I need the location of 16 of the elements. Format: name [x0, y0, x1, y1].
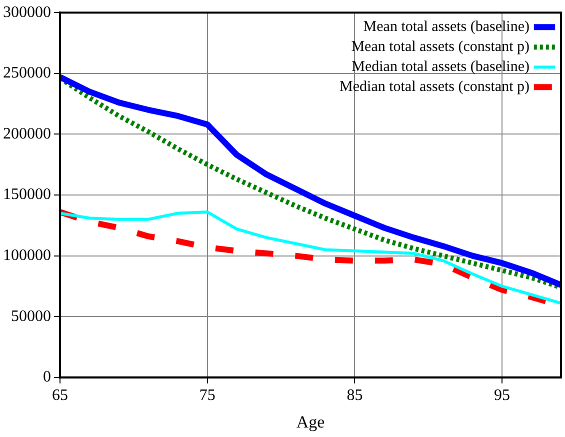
legend-label: Median total assets (baseline): [352, 59, 530, 76]
x-axis-title: Age: [296, 412, 325, 432]
legend-label: Median total assets (constant p): [340, 79, 530, 96]
y-tick-label: 300000: [3, 4, 51, 21]
y-tick-label: 200000: [3, 125, 51, 142]
y-tick-label: 250000: [3, 64, 51, 82]
y-tick-label: 150000: [3, 186, 51, 204]
legend-label: Mean total assets (constant p): [351, 39, 530, 56]
x-tick-label: 85: [346, 387, 363, 404]
x-tick-label: 65: [52, 387, 68, 404]
y-tick-label: 50000: [11, 308, 51, 325]
y-tick-label: 0: [43, 368, 51, 386]
y-tick-label: 100000: [3, 247, 51, 264]
x-tick-label: 95: [494, 387, 510, 404]
x-tick-label: 75: [199, 387, 216, 404]
legend-label: Mean total assets (baseline): [363, 19, 530, 36]
